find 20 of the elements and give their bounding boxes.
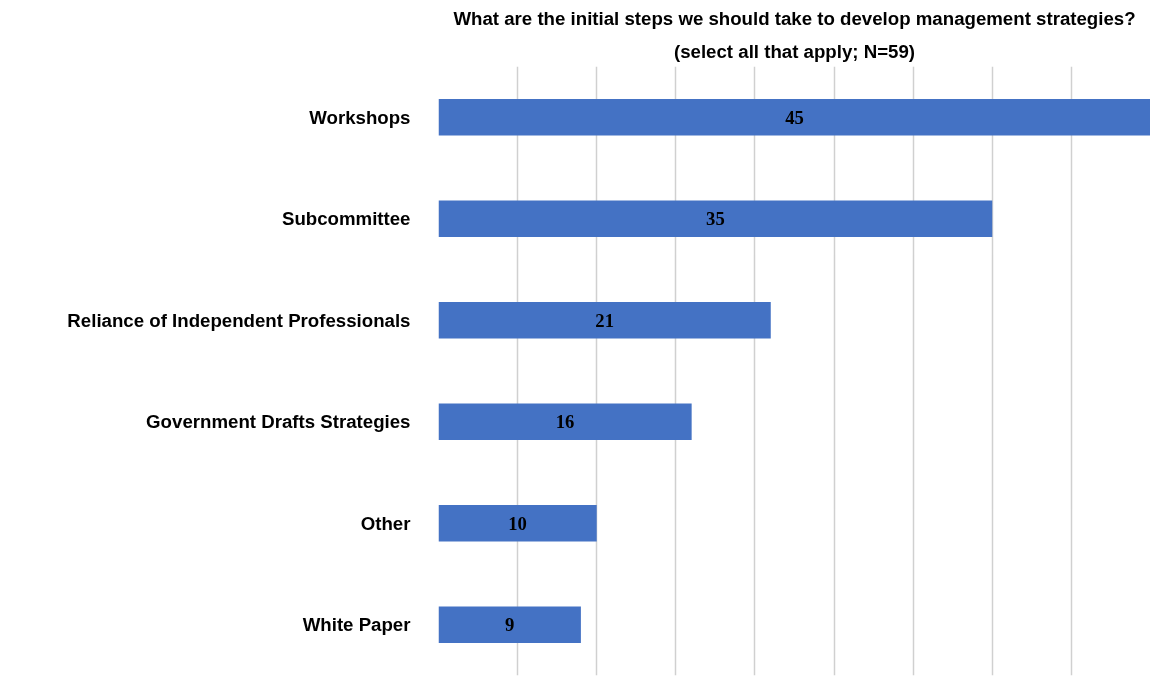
chart-subtitle: (select all that apply; N=59): [673, 40, 916, 62]
y-tick-label: Subcommittee: [281, 208, 411, 230]
y-tick-label: Other: [360, 512, 411, 534]
bar: [438, 200, 993, 238]
y-tick-label: Government Drafts Strategies: [146, 411, 411, 433]
data-label: 35: [706, 208, 725, 230]
bar: [438, 98, 1150, 136]
bar: [438, 606, 581, 644]
y-tick-label: Workshops: [309, 106, 411, 128]
bar: [438, 504, 597, 542]
bar: [438, 403, 692, 441]
data-label: 9: [505, 614, 515, 636]
data-label: 45: [785, 106, 804, 128]
data-label: 10: [508, 512, 527, 534]
y-tick-label: Reliance of Independent Professionals: [67, 309, 411, 331]
bar: [438, 301, 771, 339]
y-tick-label: White Paper: [302, 614, 411, 636]
data-label: 21: [595, 309, 614, 331]
chart-title: What are the initial steps we should take to develop management strategies?: [453, 7, 1136, 29]
data-label: 16: [555, 411, 575, 433]
